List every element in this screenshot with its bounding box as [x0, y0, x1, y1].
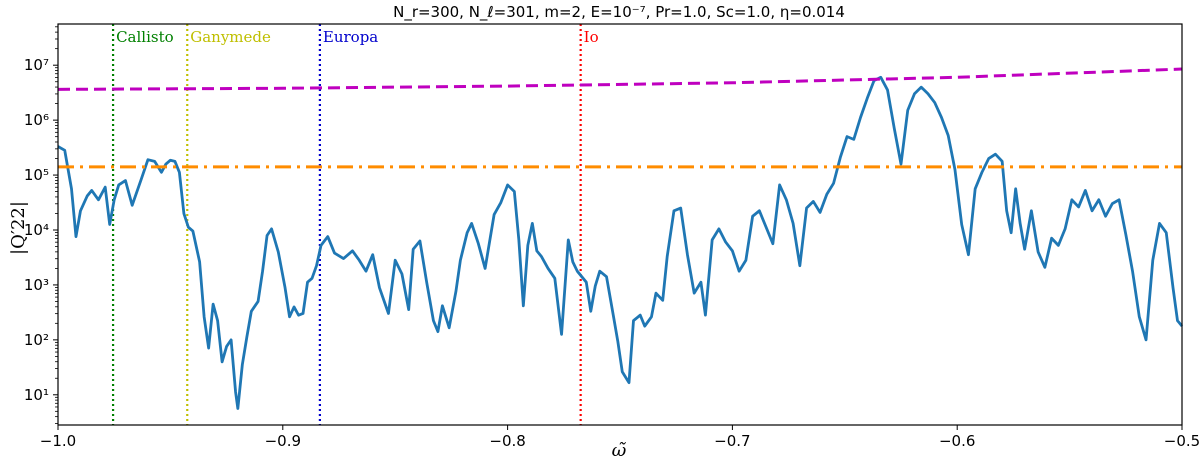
x-tick-label: −0.9: [265, 432, 301, 450]
y-tick-label: 10⁷: [24, 56, 49, 74]
y-tick-label: 10³: [24, 276, 49, 294]
moon-label-ganymede: Ganymede: [190, 28, 271, 46]
y-tick-label: 10²: [24, 331, 49, 349]
y-tick-label: 10⁴: [24, 221, 49, 239]
plot-area: Callisto Ganymede Europa Io: [57, 24, 1184, 425]
y-axis: 10¹ 10² 10³ 10⁴ 10⁵ 10⁶ 10⁷: [24, 26, 58, 424]
y-tick-label: 10⁵: [24, 166, 49, 184]
moon-label-io: Io: [584, 28, 599, 46]
x-tick-label: −1.0: [40, 432, 76, 450]
plot-frame: [57, 23, 1183, 426]
x-tick-label: −0.7: [714, 432, 750, 450]
x-tick-label: −0.6: [939, 432, 975, 450]
x-axis: −1.0 −0.9 −0.8 −0.7 −0.6 −0.5: [40, 425, 1200, 450]
series-layer: [57, 67, 1184, 410]
moon-label-callisto: Callisto: [116, 28, 174, 46]
moon-label-europa: Europa: [323, 28, 378, 46]
moon-labels-layer: Callisto Ganymede Europa Io: [116, 28, 599, 46]
x-axis-label: ω̃: [612, 440, 627, 461]
chart-title: N_r=300, N_ℓ=301, m=2, E=10⁻⁷, Pr=1.0, S…: [393, 3, 845, 22]
y-axis-label: |Q′22|: [8, 201, 29, 255]
series-dashed-line: [57, 67, 1183, 91]
y-tick-label: 10⁶: [24, 111, 49, 129]
x-tick-label: −0.8: [489, 432, 525, 450]
x-tick-label: −0.5: [1164, 432, 1200, 450]
y-tick-label: 10¹: [24, 386, 49, 404]
series-solid-line: [57, 75, 1184, 410]
